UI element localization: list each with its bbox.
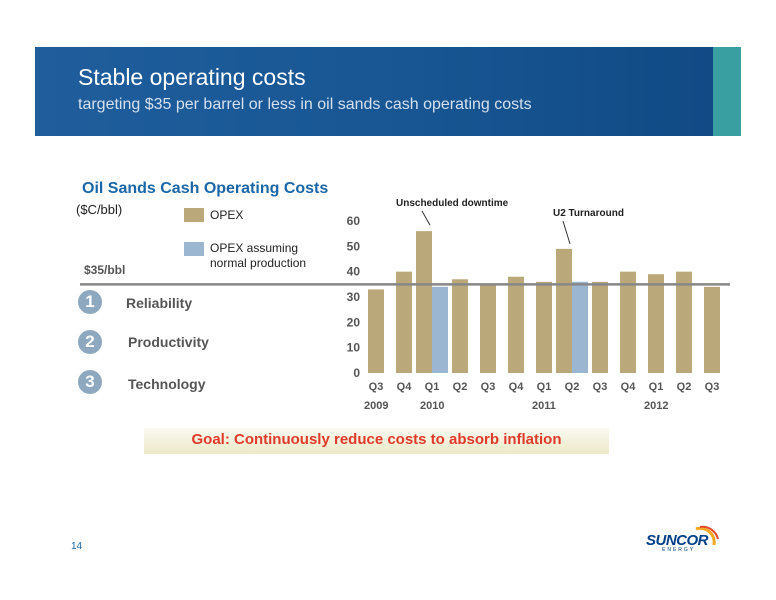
annotation-label: U2 Turnaround [553,208,624,219]
bar-opex [508,276,524,373]
slide-title: Stable operating costs [78,64,306,90]
bar-opex-normal [432,286,448,373]
bar-opex [704,286,720,373]
legend-swatch-opex [184,208,204,222]
bar-opex [396,271,412,373]
year-label: 2010 [420,400,444,412]
year-label: 2009 [364,400,388,412]
page-number: 14 [71,541,83,552]
y-tick-label: 0 [353,366,360,380]
bar-opex [480,284,496,373]
legend-label-opex-normal-line2: normal production [210,256,307,270]
item-number-badge: 1 [78,290,102,314]
annotation-leader [421,210,431,226]
item-number-badge: 3 [78,370,102,394]
y-tick-label: 10 [347,341,361,355]
annotation-label: Unscheduled downtime [396,198,509,209]
bar-opex [452,279,468,373]
bar-opex [592,281,608,373]
legend-label-opex: OPEX [210,208,244,222]
y-tick-label: 30 [347,290,361,304]
item-number-badge: 2 [78,330,102,354]
x-tick-label: Q3 [593,381,608,393]
chart-title: Oil Sands Cash Operating Costs [82,180,329,197]
legend-label-opex-normal-line1: OPEX assuming [210,241,299,255]
bar-opex [676,271,692,373]
slide-subtitle: targeting $35 per barrel or less in oil … [78,96,532,113]
x-tick-label: Q1 [425,381,440,393]
unit-label: ($C/bbl) [76,202,123,217]
cost-bar-chart: 0 10 20 30 40 50 60 Q3 Q4 Q1 Q2 Q3 Q4 Q1 Q2 Q3 Q4 Q1 Q2 Q3 2… [80,198,730,412]
x-tick-label: Q3 [481,381,496,393]
bar-opex-normal [572,281,588,373]
logo-subtext: ENERGY [662,547,696,553]
goal-text: Goal: Continuously reduce costs to absor… [191,431,562,448]
y-tick-label: 20 [347,315,361,329]
x-tick-label: Q1 [649,381,664,393]
bar-opex [416,231,432,373]
bar-opex [620,271,636,373]
y-tick-label: 40 [347,265,361,279]
x-tick-label: Q2 [677,381,692,393]
x-tick-label: Q4 [621,381,637,393]
bar-opex [368,289,384,373]
bar-opex [536,281,552,373]
x-tick-label: Q4 [509,381,525,393]
x-tick-label: Q2 [453,381,468,393]
suncor-logo-icon [695,525,719,546]
reference-line-label: $35/bbl [84,263,126,277]
item-label-technology: Technology [128,376,206,392]
bar-opex [648,274,664,373]
goal-box [144,428,609,454]
legend-label-opex-normal: OPEX assuming normal production [210,241,306,271]
x-tick-label: Q3 [705,381,720,393]
year-label: 2012 [644,400,668,412]
x-tick-label: Q4 [397,381,413,393]
y-tick-label: 50 [347,239,361,253]
item-label-reliability: Reliability [126,295,193,311]
item-label-productivity: Productivity [128,334,209,350]
x-tick-label: Q2 [565,381,580,393]
logo-wordmark: SUNCOR [646,532,709,549]
legend-swatch-opex-normal [184,242,204,256]
banner-accent-bar [713,47,741,136]
y-tick-label: 60 [347,214,361,228]
annotation-leader [562,220,571,245]
title-banner [35,47,713,136]
x-tick-label: Q1 [537,381,552,393]
bar-opex [556,248,572,373]
year-label: 2011 [532,400,556,412]
x-tick-label: Q3 [369,381,384,393]
